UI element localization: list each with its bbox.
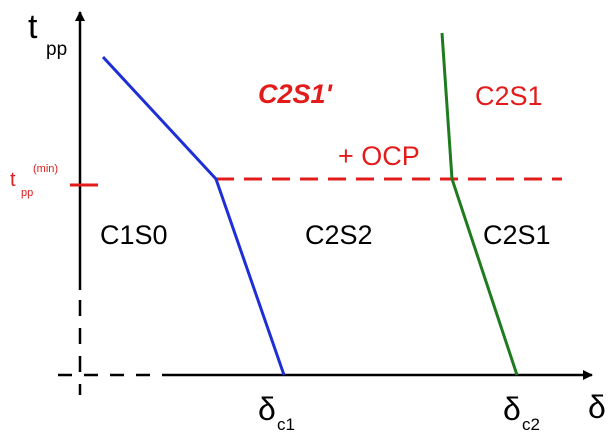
tpp-min-sup: (min)	[33, 163, 58, 175]
region-c1s0: C1S0	[100, 220, 168, 250]
delta-c1-label: δ	[258, 391, 276, 427]
delta-c1-sub: c1	[277, 415, 295, 433]
delta-c2-label: δ	[503, 391, 521, 427]
ocp-label: + OCP	[338, 141, 420, 171]
region-c2s1-lower: C2S1	[483, 220, 551, 250]
delta-c2-sub: c2	[522, 415, 540, 433]
region-c2s1-upper: C2S1	[475, 81, 543, 111]
y-axis-label-sub: pp	[46, 39, 67, 60]
x-axis-label: δ	[588, 389, 606, 425]
region-c2s2: C2S2	[305, 220, 373, 250]
boundary-c1	[101, 55, 286, 376]
region-c2s1-prime: C2S1'	[258, 79, 334, 109]
tpp-min-label: t	[10, 169, 16, 191]
y-axis-label: t	[28, 8, 38, 46]
boundary-c2	[440, 32, 519, 376]
tpp-min-sub: pp	[21, 187, 33, 199]
